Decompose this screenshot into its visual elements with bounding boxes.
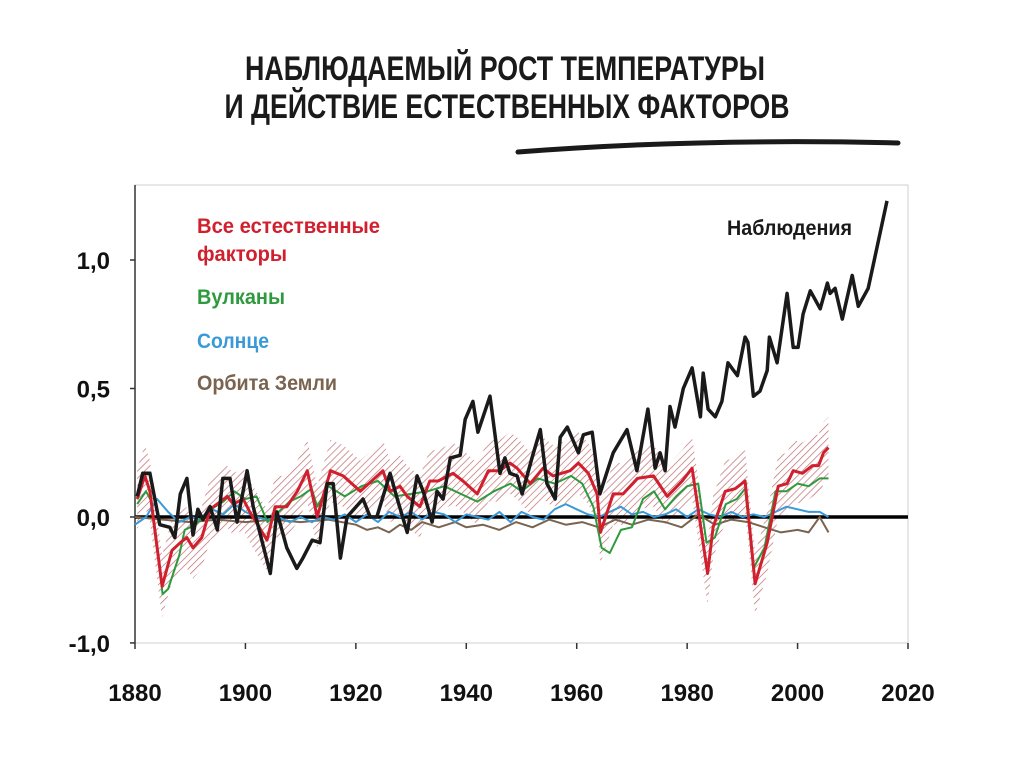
- x-tick-label: 1960: [550, 680, 603, 707]
- legend-natural: Все естественные факторы: [197, 215, 380, 266]
- x-tick-label: 1880: [108, 680, 161, 707]
- x-tick-label: 1940: [440, 680, 493, 707]
- legend-natural-line-2: факторы: [197, 243, 287, 266]
- y-tick-label: 0,5: [77, 377, 110, 404]
- x-tick-label: 1900: [219, 680, 272, 707]
- y-tick-label: 1,0: [77, 248, 110, 275]
- title-underline-stroke: [515, 139, 901, 155]
- x-tick-label: 2020: [881, 680, 934, 707]
- chart-title-line-1: НАБЛЮДАЕМЫЙ РОСТ ТЕМПЕРАТУРЫ: [245, 49, 765, 88]
- y-tick-label: -1,0: [69, 631, 110, 658]
- x-tick-label: 2000: [771, 680, 824, 707]
- legend-sun: Солнце: [197, 330, 269, 353]
- y-tick-label: 0,0: [77, 505, 110, 532]
- legend-natural-line-1: Все естественные: [197, 215, 380, 238]
- x-tick-label: 1920: [329, 680, 382, 707]
- legend-orbit: Орбита Земли: [197, 372, 337, 395]
- series-line-orbit: [134, 513, 830, 534]
- chart-title-line-2: И ДЕЙСТВИЕ ЕСТЕСТВЕННЫХ ФАКТОРОВ: [225, 87, 790, 126]
- x-tick-label: 1980: [660, 680, 713, 707]
- legend-volcanoes: Вулканы: [197, 286, 285, 309]
- legend-observations: Наблюдения: [727, 217, 852, 240]
- series-line-obs: [135, 200, 889, 576]
